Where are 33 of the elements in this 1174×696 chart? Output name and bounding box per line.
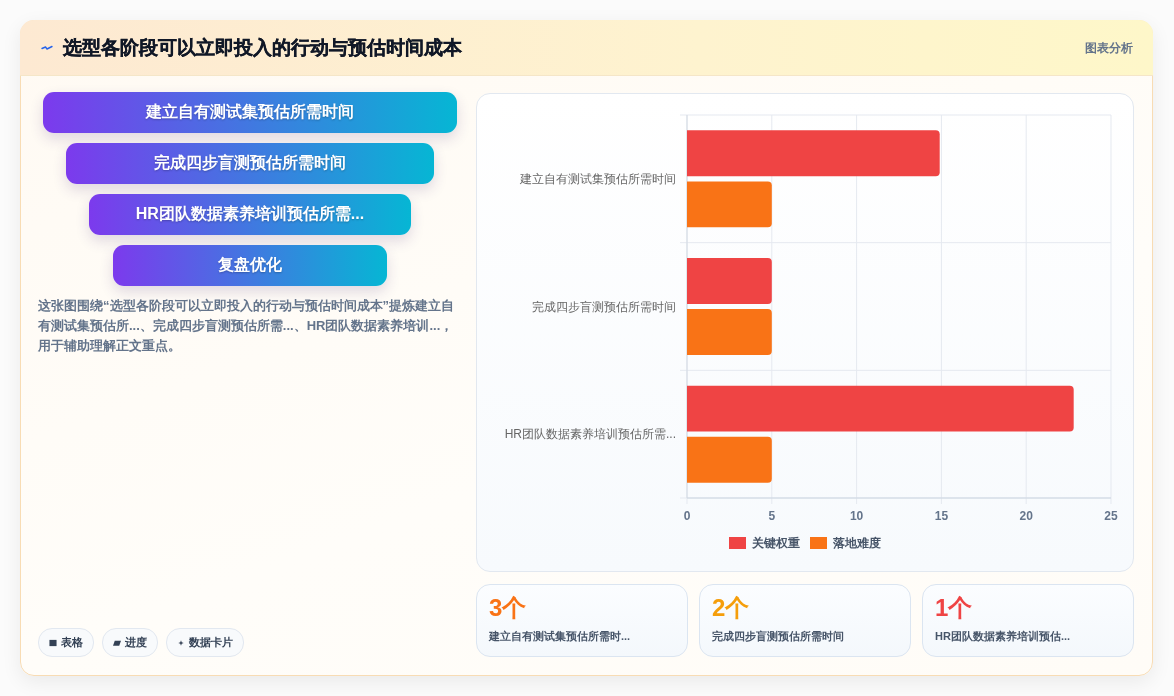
- x-tick-label: 25: [1104, 509, 1118, 523]
- category-label: 复盘优化: [112, 245, 388, 286]
- bar: [687, 385, 1074, 432]
- y-tick-label: 建立自有测试集预估所需时间: [519, 171, 676, 186]
- legend-label: 关键权重: [751, 536, 800, 550]
- category-label: HR团队数据素养培训预估...: [935, 629, 1071, 644]
- x-tick-label: 20: [1019, 509, 1034, 523]
- x-tick-label: 10: [849, 509, 864, 523]
- x-tick-label: 15: [934, 509, 949, 523]
- x-tick-label: 5: [768, 509, 776, 523]
- bar: [687, 257, 772, 304]
- category-label: 建立自有测试集预估所需时间: [43, 92, 457, 133]
- bar: [687, 309, 772, 356]
- bar: [687, 181, 772, 228]
- text: 数据卡片: [189, 635, 233, 650]
- bar: [687, 436, 772, 483]
- x-tick-label: 0: [683, 509, 691, 523]
- text: 图表分析: [1085, 40, 1133, 57]
- text: 进度: [125, 635, 147, 650]
- text: 选型各阶段可以立即投入的行动与预估时间成本: [63, 36, 462, 60]
- text: 这张图围绕“选型各阶段可以立即投入的行动与预估时间成本”提炼建立自有测试集预估所...、完成四步盲测预估所需...、HR团队数据素养培训...，用于辅助理解正文重点。: [38, 297, 455, 355]
- category-label: 建立自有测试集预估所需时...: [489, 629, 631, 644]
- y-tick-label: HR团队数据素养培训预估所需...: [504, 427, 676, 442]
- data-label: 2个: [712, 594, 750, 622]
- data-label: 3个: [489, 594, 527, 622]
- category-label: HR团队数据素养培训预估所需...: [89, 194, 411, 235]
- text: 表格: [61, 635, 83, 650]
- category-label: 完成四步盲测预估所需时间: [712, 629, 844, 644]
- bar: [687, 130, 940, 177]
- y-tick-label: 完成四步盲测预估所需时间: [532, 299, 676, 314]
- legend-label: 落地难度: [832, 536, 881, 550]
- data-label: 1个: [935, 594, 973, 622]
- category-label: 完成四步盲测预估所需时间: [66, 143, 434, 184]
